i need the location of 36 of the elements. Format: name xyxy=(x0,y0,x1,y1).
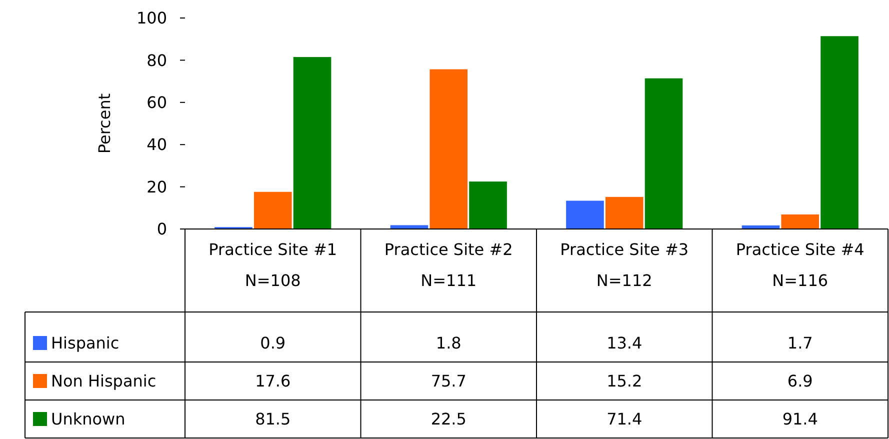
bar xyxy=(781,214,820,229)
y-tick-label: 60 xyxy=(146,93,167,112)
data-label: 91.4 xyxy=(782,410,818,429)
data-label: 6.9 xyxy=(787,372,813,391)
bar xyxy=(390,225,428,229)
bar xyxy=(566,200,604,229)
bar xyxy=(254,192,292,229)
x-tick-label: Practice Site #1 N=108 xyxy=(208,240,338,290)
y-tick-label: 80 xyxy=(146,50,167,70)
x-tick-label: Practice Site #2 N=111 xyxy=(384,240,513,290)
x-tick-label: Practice Site #4 N=116 xyxy=(736,240,864,290)
bar xyxy=(644,78,683,229)
data-label: 1.8 xyxy=(436,334,462,353)
bar xyxy=(605,196,644,229)
legend-label: Non Hispanic xyxy=(51,372,156,391)
data-label: 22.5 xyxy=(430,410,466,429)
data-label: 0.9 xyxy=(260,334,286,353)
bar xyxy=(469,182,507,229)
y-tick-label: 40 xyxy=(146,135,167,154)
data-label: 15.2 xyxy=(606,372,642,391)
data-label: 1.7 xyxy=(787,334,813,353)
data-label: 81.5 xyxy=(255,410,291,429)
data-label: 71.4 xyxy=(606,410,642,429)
bar xyxy=(820,36,858,229)
legend-label: Unknown xyxy=(51,410,126,429)
data-label: 13.4 xyxy=(606,334,642,353)
y-tick-label: 100 xyxy=(136,8,167,28)
bar xyxy=(293,57,332,229)
data-label: 75.7 xyxy=(430,372,466,391)
y-tick-label: 20 xyxy=(146,177,167,196)
bar xyxy=(430,69,468,229)
legend-label: Hispanic xyxy=(51,334,120,353)
y-tick-label: 0 xyxy=(156,220,167,239)
x-tick-label: Practice Site #3 N=112 xyxy=(560,240,689,290)
data-label: 17.6 xyxy=(255,372,291,391)
y-axis-title: Percent xyxy=(95,93,114,154)
